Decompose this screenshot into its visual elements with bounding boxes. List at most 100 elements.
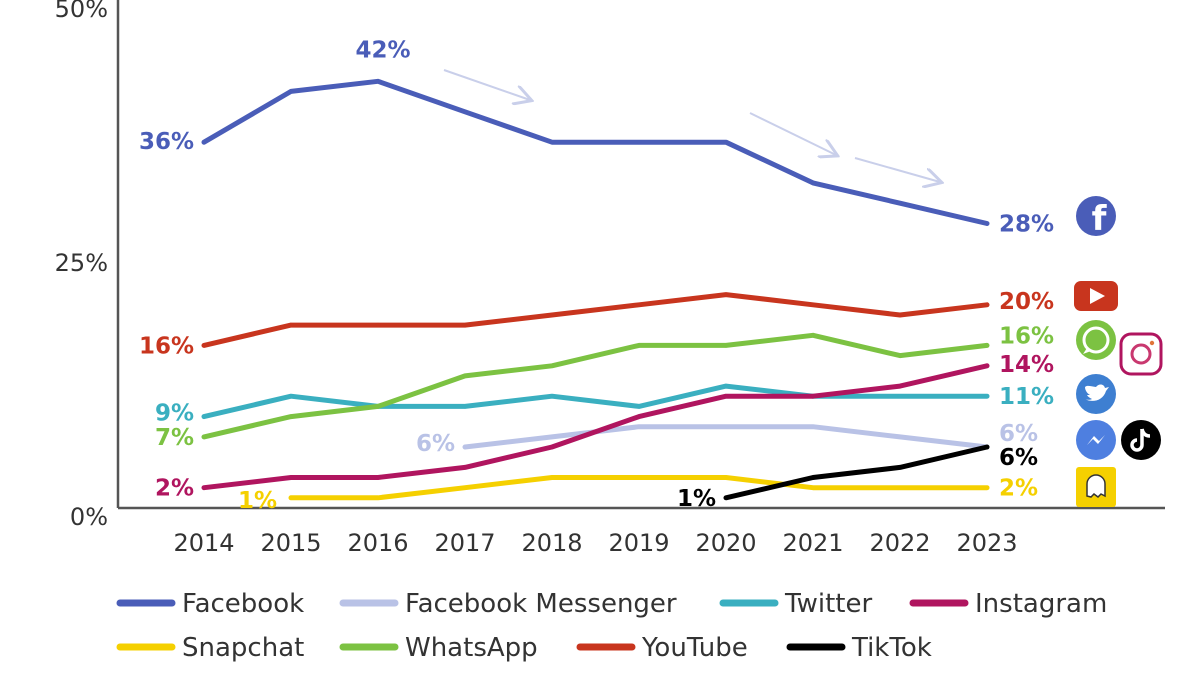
data-point-facebook-messenger: [462, 444, 468, 450]
data-point-tiktok: [984, 444, 990, 450]
data-point-youtube: [375, 322, 381, 328]
tiktok-icon: [1121, 420, 1161, 460]
x-tick-label: 2023: [956, 529, 1017, 557]
y-tick-label: 0%: [70, 503, 108, 531]
data-point-youtube: [549, 312, 555, 318]
data-point-snapchat: [723, 475, 729, 480]
data-point-instagram: [288, 475, 294, 480]
x-tick-label: 2016: [347, 529, 408, 557]
y-tick-label: 25%: [55, 249, 108, 277]
legend-label: Facebook: [182, 589, 304, 619]
legend-item-instagram: Instagram: [909, 589, 1107, 619]
data-label-facebook-messenger: 6%: [999, 421, 1038, 447]
data-point-instagram: [549, 444, 555, 450]
data-point-snapchat: [810, 485, 816, 490]
legend-label: Instagram: [975, 589, 1107, 619]
data-point-youtube: [984, 302, 990, 307]
data-label-snapchat: 1%: [238, 488, 277, 514]
data-point-twitter: [897, 394, 903, 399]
data-point-facebook-messenger: [897, 434, 903, 440]
data-point-snapchat: [462, 485, 468, 490]
data-point-youtube: [810, 302, 816, 307]
data-label-twitter: 9%: [155, 401, 194, 427]
data-point-facebook: [636, 140, 642, 145]
x-tick-label: 2018: [521, 529, 582, 557]
legend-label: TikTok: [851, 633, 932, 663]
x-tick-label: 2017: [434, 529, 495, 557]
data-label-facebook: 42%: [355, 37, 410, 63]
legend-item-whatsapp: WhatsApp: [339, 633, 538, 663]
data-label-snapchat: 2%: [999, 476, 1038, 502]
series-line-whatsapp: [201, 332, 990, 440]
data-point-whatsapp: [549, 363, 555, 368]
data-point-snapchat: [549, 475, 555, 480]
data-point-facebook-messenger: [636, 424, 642, 429]
data-point-facebook: [375, 79, 381, 84]
series-line-youtube: [201, 292, 990, 348]
data-point-snapchat: [984, 485, 990, 490]
data-point-snapchat: [375, 495, 381, 501]
x-tick-label: 2021: [782, 529, 843, 557]
data-point-facebook: [549, 140, 555, 145]
data-point-tiktok: [723, 495, 729, 501]
trend-arrow: [749, 112, 836, 155]
data-point-instagram: [462, 465, 468, 470]
data-point-instagram: [984, 363, 990, 368]
data-point-whatsapp: [288, 414, 294, 419]
data-point-twitter: [636, 404, 642, 409]
x-tick-label: 2022: [869, 529, 930, 557]
data-point-facebook-messenger: [723, 424, 729, 429]
series-line-snapchat: [288, 475, 990, 501]
series-line-facebook: [201, 78, 990, 226]
data-label-youtube: 16%: [139, 333, 194, 359]
data-point-youtube: [723, 292, 729, 297]
data-point-twitter: [462, 404, 468, 409]
legend-label: YouTube: [641, 633, 748, 663]
data-point-twitter: [201, 414, 207, 419]
facebook-icon: f: [1076, 196, 1116, 239]
data-point-facebook: [288, 89, 294, 94]
legend-item-facebook: Facebook: [116, 589, 304, 619]
data-label-whatsapp: 7%: [155, 425, 194, 451]
data-label-facebook: 28%: [999, 212, 1054, 238]
trend-arrow: [854, 157, 940, 182]
data-point-facebook-messenger: [549, 434, 555, 440]
x-tick-label: 2015: [260, 529, 321, 557]
whatsapp-icon: [1076, 320, 1116, 360]
data-point-instagram: [201, 485, 207, 490]
legend-item-youtube: YouTube: [576, 633, 748, 663]
data-point-facebook: [897, 201, 903, 206]
legend-item-facebook-messenger: Facebook Messenger: [339, 589, 677, 619]
data-point-whatsapp: [984, 343, 990, 348]
data-point-twitter: [288, 394, 294, 399]
trend-arrow: [443, 69, 530, 100]
twitter-icon: [1076, 374, 1116, 414]
data-point-whatsapp: [375, 404, 381, 409]
data-point-twitter: [549, 394, 555, 399]
data-point-facebook-messenger: [810, 424, 816, 429]
data-label-whatsapp: 16%: [999, 323, 1054, 349]
data-label-youtube: 20%: [999, 289, 1054, 315]
data-point-whatsapp: [201, 434, 207, 440]
data-label-instagram: 14%: [999, 352, 1054, 378]
legend-item-tiktok: TikTok: [786, 633, 932, 663]
data-point-whatsapp: [636, 343, 642, 348]
instagram-icon: [1119, 332, 1163, 376]
svg-text:f: f: [1092, 199, 1108, 239]
youtube-icon: [1074, 281, 1118, 311]
data-point-facebook: [462, 109, 468, 114]
data-point-facebook: [810, 180, 816, 186]
data-point-youtube: [636, 302, 642, 307]
data-point-facebook: [201, 140, 207, 145]
data-point-instagram: [636, 414, 642, 419]
data-point-youtube: [288, 322, 294, 328]
trend-arrows: [443, 69, 940, 182]
data-label-twitter: 11%: [999, 384, 1054, 410]
data-point-snapchat: [636, 475, 642, 480]
messenger-icon: [1076, 420, 1116, 460]
data-label-facebook: 36%: [139, 129, 194, 155]
snapchat-icon: [1076, 467, 1116, 507]
data-point-facebook: [984, 221, 990, 226]
